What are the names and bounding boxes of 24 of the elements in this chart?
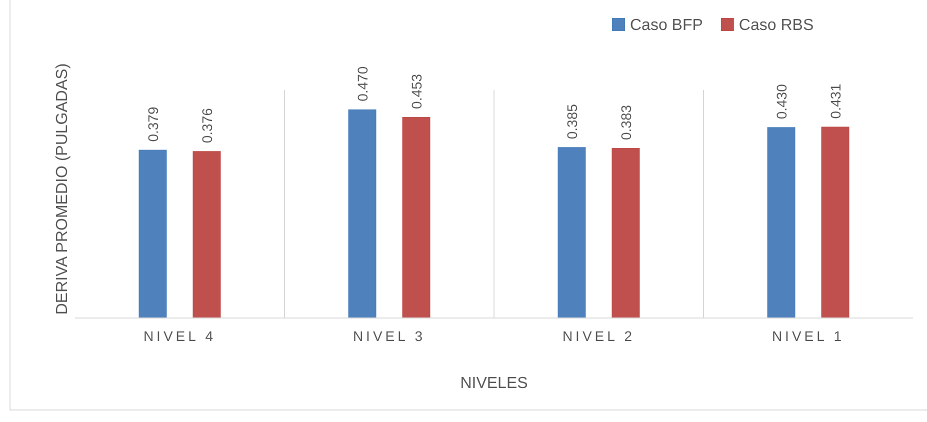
- data-label: 0.379: [144, 106, 161, 142]
- bar: [767, 127, 796, 318]
- bar: [138, 150, 167, 318]
- data-label: 0.376: [198, 108, 215, 144]
- data-label: 0.385: [564, 104, 580, 140]
- x-axis-title: NIVELES: [460, 375, 528, 392]
- data-label: 0.470: [354, 66, 370, 102]
- bar: [612, 148, 640, 318]
- data-label: 0.431: [827, 83, 844, 119]
- data-label: 0.453: [408, 74, 424, 109]
- x-tick-label: NIVEL 2: [562, 328, 636, 344]
- bar: [348, 109, 376, 318]
- bar: [402, 116, 430, 318]
- x-tick-label: NIVEL 4: [143, 328, 216, 344]
- bar: [192, 151, 221, 318]
- data-label: 0.383: [618, 104, 634, 140]
- bar: [821, 126, 850, 318]
- data-label: 0.430: [773, 84, 790, 120]
- x-tick-label: NIVEL 1: [772, 328, 845, 344]
- bar: [558, 147, 586, 318]
- legend-label: Caso BFP: [630, 17, 703, 34]
- y-axis-title: DERIVA PROMEDIO (PULGADAS): [54, 63, 71, 315]
- x-tick-label: NIVEL 3: [352, 328, 426, 344]
- legend-label: Caso RBS: [738, 17, 814, 34]
